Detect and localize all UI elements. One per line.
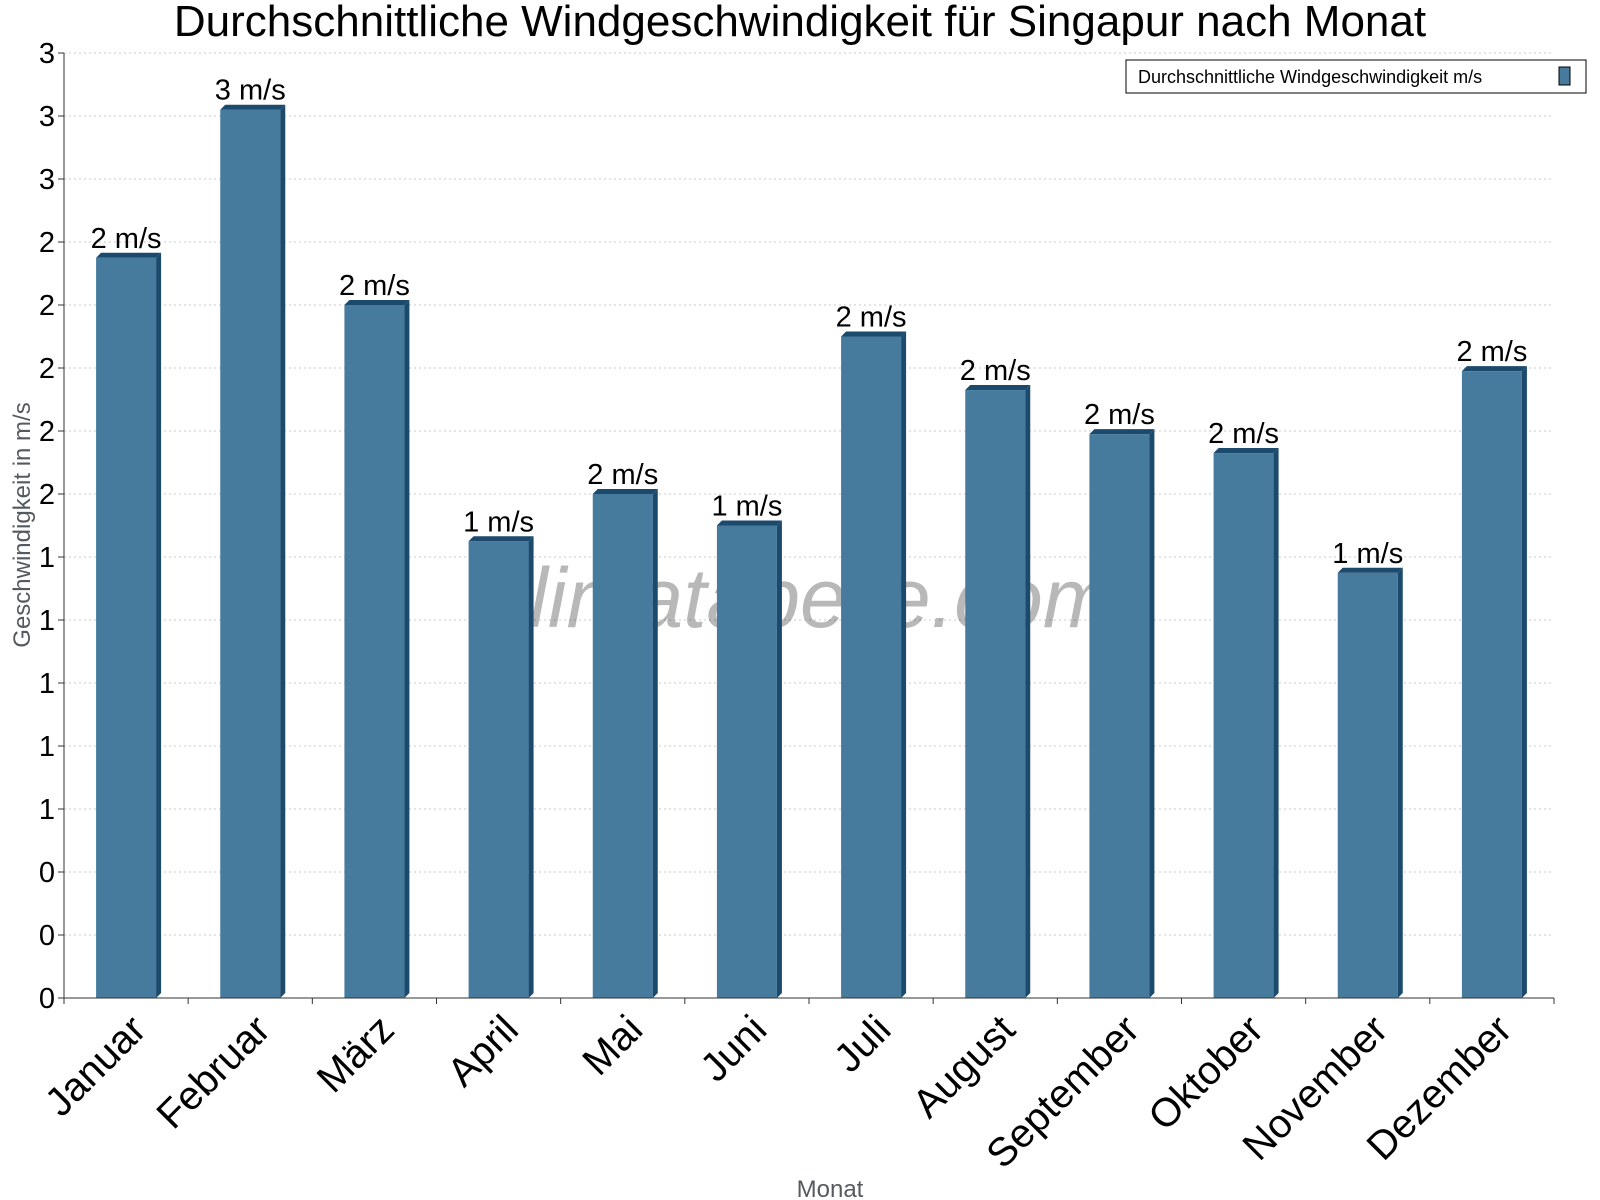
bar [1337, 567, 1403, 998]
bar [1461, 366, 1527, 998]
bar-side [776, 520, 782, 998]
y-tick-label: 1 [39, 668, 55, 700]
bar-front [1089, 434, 1150, 998]
bar-top [468, 536, 534, 542]
bar-front [1213, 453, 1274, 998]
legend-swatch [1558, 66, 1571, 86]
bar-front [220, 109, 281, 998]
bar [716, 520, 782, 998]
data-label: 2 m/s [836, 302, 907, 334]
bar-front [841, 336, 902, 998]
bar-front [1461, 371, 1522, 998]
bar-side [1273, 448, 1279, 998]
x-tick-label: März [309, 1007, 403, 1101]
data-label: 2 m/s [1084, 399, 1155, 431]
x-axis-title: Monat [797, 1176, 864, 1200]
bar [468, 536, 534, 998]
y-tick-label: 3 [39, 38, 55, 70]
y-tick-label: 1 [39, 794, 55, 826]
bar-top [592, 489, 658, 494]
data-labels: 2 m/s 3 m/s 2 m/s 1 m/s 2 m/s 1 m/s 2 m/s 2 m/s… [91, 75, 1528, 570]
data-label: 1 m/s [1332, 538, 1403, 570]
y-tick-label: 2 [39, 290, 55, 322]
y-tick-label: 2 [39, 479, 55, 511]
bar [1213, 448, 1279, 998]
bar-top [1461, 366, 1527, 372]
bar-side [280, 104, 286, 998]
y-tick-label: 3 [39, 164, 55, 196]
bar-side [1521, 366, 1527, 998]
y-tick-label: 0 [39, 920, 55, 952]
x-tick-label: Juni [692, 1007, 775, 1090]
bar-top [1089, 429, 1155, 435]
bar-side [1149, 429, 1155, 998]
bar-side [404, 300, 410, 998]
bar-front [96, 257, 157, 998]
y-axis-title: Geschwindigkeit in m/s [9, 402, 36, 647]
y-tick-labels: 0 0 0 1 1 1 1 1 2 2 2 2 2 3 3 3 [39, 38, 55, 1015]
bar-side [528, 536, 534, 998]
y-tick-label: 0 [39, 857, 55, 889]
bar-front [965, 390, 1026, 998]
bar [965, 385, 1031, 998]
data-label: 1 m/s [463, 506, 534, 538]
bar-top [220, 104, 286, 110]
bar-top [1213, 448, 1279, 454]
bar [841, 331, 907, 998]
bar [96, 252, 162, 998]
grid-lines [64, 52, 1554, 936]
y-tick-label: 1 [39, 731, 55, 763]
bar [220, 104, 286, 998]
data-label: 3 m/s [215, 75, 286, 107]
data-label: 2 m/s [91, 223, 162, 255]
bar-side [652, 489, 658, 998]
bar-top [1337, 567, 1403, 573]
x-tick-label: August [904, 1007, 1023, 1126]
bar-front [1337, 572, 1398, 998]
bar [344, 300, 410, 998]
bar-front [344, 305, 405, 998]
bars [96, 104, 1527, 998]
x-tick-label: April [439, 1007, 527, 1095]
y-tick-label: 0 [39, 983, 55, 1015]
chart-title: Durchschnittliche Windgeschwindigkeit fü… [173, 0, 1427, 46]
x-tick-label: Juli [826, 1007, 900, 1081]
axes [58, 52, 1555, 1004]
bar-front [468, 541, 529, 998]
y-tick-label: 2 [39, 353, 55, 385]
bar-front [592, 494, 653, 998]
x-tick-label: Februar [148, 1007, 278, 1137]
bar-top [344, 300, 410, 305]
data-label: 2 m/s [1456, 336, 1527, 368]
bar-side [1025, 385, 1031, 998]
y-tick-label: 3 [39, 101, 55, 133]
data-label: 2 m/s [339, 270, 410, 302]
bar [592, 489, 658, 998]
data-label: 2 m/s [1208, 418, 1279, 450]
bar-side [1397, 567, 1403, 998]
bar [1089, 429, 1155, 998]
legend-label: Durchschnittliche Windgeschwindigkeit m/… [1138, 67, 1482, 87]
bar-top [841, 331, 907, 337]
data-label: 2 m/s [960, 355, 1031, 387]
bar-side [901, 331, 907, 998]
y-tick-label: 1 [39, 542, 55, 574]
y-tick-label: 1 [39, 605, 55, 637]
bar-side [156, 252, 162, 998]
bar-top [965, 385, 1031, 391]
y-tick-label: 2 [39, 227, 55, 259]
bar-front [716, 525, 777, 998]
legend-box [1125, 59, 1587, 94]
x-tick-label: Mai [574, 1007, 651, 1084]
x-tick-label: Januar [37, 1007, 155, 1125]
data-label: 2 m/s [587, 459, 658, 491]
legend: Durchschnittliche Windgeschwindigkeit m/… [1125, 59, 1587, 94]
data-label: 1 m/s [711, 491, 782, 523]
bar-top [716, 520, 782, 526]
bar-top [96, 252, 162, 258]
y-tick-label: 2 [39, 416, 55, 448]
